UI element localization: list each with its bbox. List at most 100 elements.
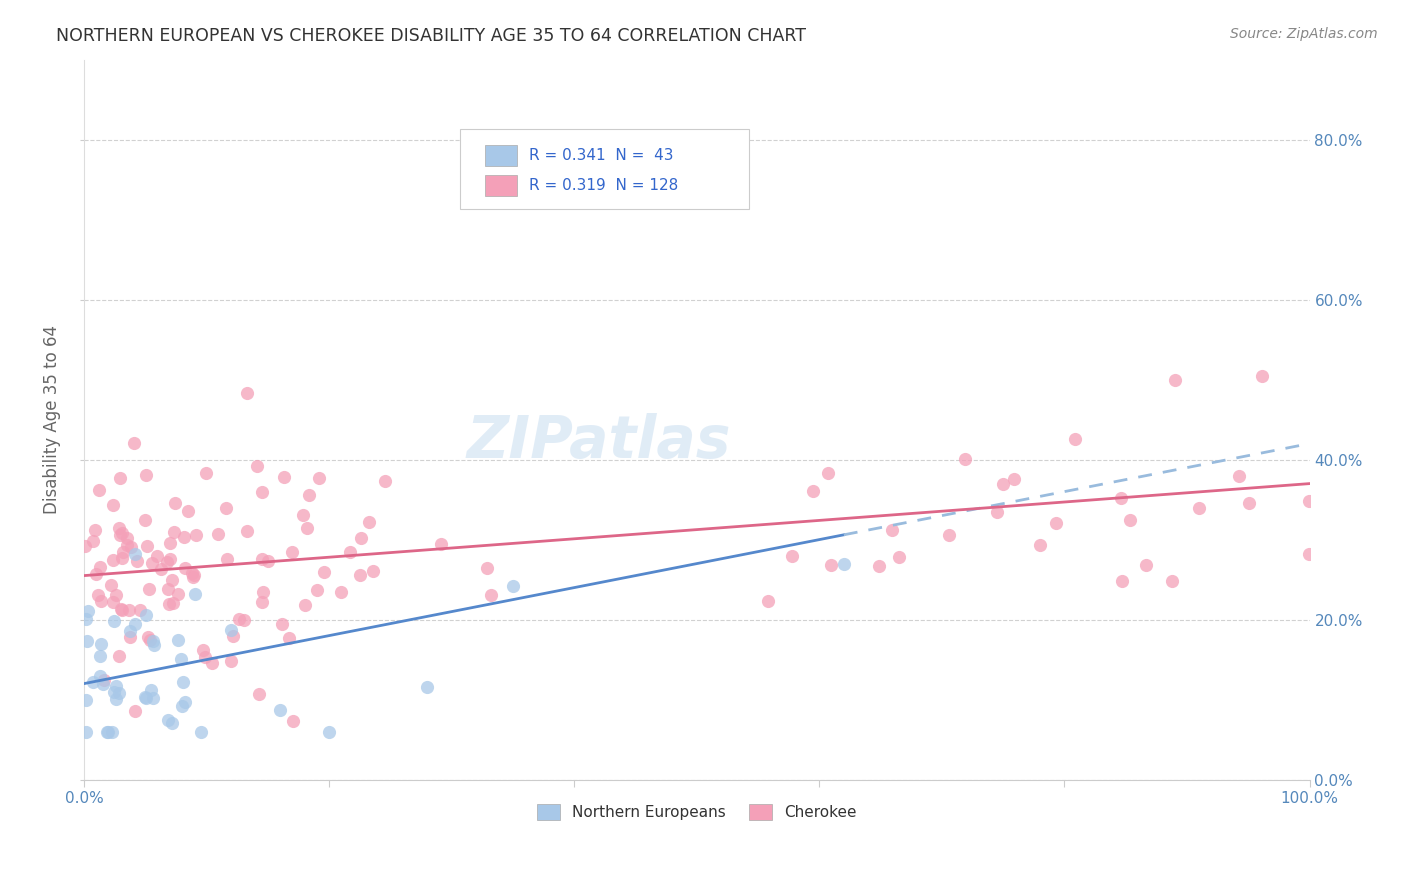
Point bbox=[110, 550, 132, 565]
Point bbox=[174, 560, 197, 574]
Point bbox=[180, 566, 202, 580]
Point bbox=[1109, 491, 1132, 505]
Point bbox=[166, 587, 188, 601]
Point bbox=[103, 595, 125, 609]
Legend: Northern Europeans, Cherokee: Northern Europeans, Cherokee bbox=[531, 797, 863, 826]
Point bbox=[222, 629, 245, 643]
Point bbox=[278, 631, 301, 645]
Point bbox=[817, 466, 839, 480]
Point bbox=[271, 617, 294, 632]
Point bbox=[103, 614, 125, 628]
Point bbox=[1250, 368, 1272, 383]
FancyBboxPatch shape bbox=[460, 129, 749, 210]
Point bbox=[105, 588, 128, 602]
Point bbox=[75, 724, 97, 739]
Point bbox=[236, 524, 259, 538]
Point bbox=[363, 565, 385, 579]
Point bbox=[124, 704, 146, 718]
Point bbox=[294, 599, 316, 613]
Point bbox=[87, 483, 110, 498]
Point bbox=[134, 512, 156, 526]
Point bbox=[120, 624, 142, 639]
Point bbox=[87, 588, 110, 602]
Point bbox=[145, 549, 167, 563]
Point bbox=[475, 561, 498, 575]
Point bbox=[170, 651, 193, 665]
Point bbox=[281, 714, 304, 728]
Point bbox=[502, 579, 524, 593]
Point bbox=[868, 558, 890, 573]
Point bbox=[269, 702, 291, 716]
Point bbox=[184, 587, 207, 601]
Point bbox=[101, 499, 124, 513]
Point bbox=[1227, 469, 1250, 483]
Point bbox=[84, 566, 107, 581]
Point bbox=[1064, 432, 1087, 446]
Point bbox=[82, 674, 104, 689]
Point bbox=[832, 558, 855, 572]
Point bbox=[1028, 538, 1050, 552]
Point bbox=[118, 603, 141, 617]
Point bbox=[298, 488, 321, 502]
Point bbox=[157, 714, 180, 728]
Point bbox=[195, 466, 218, 480]
Point bbox=[252, 552, 274, 566]
Point bbox=[108, 521, 131, 535]
Point bbox=[307, 583, 329, 598]
Point bbox=[170, 699, 193, 714]
Point bbox=[111, 525, 134, 540]
Point bbox=[108, 648, 131, 663]
Point bbox=[104, 692, 127, 706]
Point bbox=[103, 685, 125, 699]
Point bbox=[177, 504, 200, 518]
Point bbox=[207, 527, 229, 541]
Point bbox=[991, 477, 1014, 491]
Point bbox=[190, 724, 212, 739]
Point bbox=[89, 669, 111, 683]
Point bbox=[96, 724, 118, 739]
Point bbox=[295, 521, 318, 535]
Point bbox=[89, 637, 111, 651]
Point bbox=[173, 695, 195, 709]
Point bbox=[194, 649, 217, 664]
Point bbox=[162, 716, 184, 731]
Point bbox=[136, 539, 159, 553]
Point bbox=[139, 632, 162, 647]
Point bbox=[89, 648, 111, 663]
Point bbox=[124, 616, 146, 631]
Point bbox=[236, 385, 259, 400]
Point bbox=[183, 568, 205, 582]
Point bbox=[938, 527, 960, 541]
Point bbox=[820, 558, 842, 573]
Point bbox=[75, 611, 97, 625]
Point bbox=[157, 597, 180, 611]
Point bbox=[101, 724, 124, 739]
Point bbox=[247, 687, 270, 701]
Point bbox=[136, 630, 159, 644]
Point bbox=[134, 690, 156, 705]
Point bbox=[97, 724, 120, 739]
Point bbox=[1119, 513, 1142, 527]
Point bbox=[756, 594, 779, 608]
Point bbox=[955, 452, 977, 467]
Point bbox=[104, 679, 127, 693]
Point bbox=[75, 693, 97, 707]
Point bbox=[135, 691, 157, 706]
Point bbox=[111, 603, 134, 617]
Point bbox=[91, 677, 114, 691]
Point bbox=[350, 531, 373, 545]
Point bbox=[156, 582, 179, 596]
Text: Source: ZipAtlas.com: Source: ZipAtlas.com bbox=[1230, 27, 1378, 41]
Point bbox=[479, 588, 502, 602]
Point bbox=[339, 545, 361, 559]
Point bbox=[165, 496, 187, 510]
Point bbox=[329, 585, 352, 599]
Point bbox=[257, 554, 280, 568]
Point bbox=[1237, 496, 1260, 510]
Point bbox=[120, 630, 142, 644]
Point bbox=[193, 643, 215, 657]
Point bbox=[246, 458, 269, 473]
Point bbox=[374, 474, 396, 488]
Point bbox=[124, 547, 146, 561]
Point bbox=[142, 633, 165, 648]
